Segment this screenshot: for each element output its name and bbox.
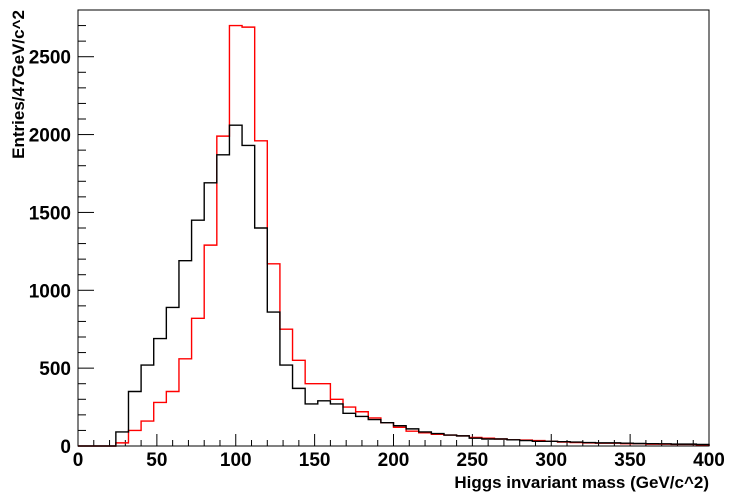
histogram-series-black bbox=[78, 124, 710, 447]
x-tick-label: 0 bbox=[73, 450, 84, 471]
x-axis-title: Higgs invariant mass (GeV/c^2) bbox=[454, 473, 709, 492]
y-major-ticks bbox=[78, 56, 94, 447]
x-tick-label: 350 bbox=[614, 450, 646, 471]
y-tick-label: 2500 bbox=[29, 48, 71, 69]
x-tick-labels: 0 50 100 150 200 250 300 350 400 bbox=[73, 450, 725, 471]
x-tick-label: 150 bbox=[299, 450, 331, 471]
x-tick-label: 300 bbox=[535, 450, 567, 471]
y-axis-title: Entries/47GeV/c^2 bbox=[9, 10, 28, 159]
y-tick-label: 500 bbox=[39, 359, 71, 380]
y-minor-ticks bbox=[78, 9, 86, 431]
plot-frame bbox=[77, 9, 710, 447]
x-tick-label: 200 bbox=[378, 450, 410, 471]
x-tick-label: 250 bbox=[457, 450, 489, 471]
y-tick-label: 1500 bbox=[29, 203, 71, 224]
y-tick-label: 0 bbox=[60, 437, 71, 458]
y-tick-label: 1000 bbox=[29, 281, 71, 302]
y-tick-label: 2000 bbox=[29, 126, 71, 147]
x-tick-label: 400 bbox=[693, 450, 725, 471]
series-layer bbox=[78, 24, 710, 447]
x-tick-label: 100 bbox=[220, 450, 252, 471]
histogram-series-red bbox=[78, 24, 710, 447]
y-tick-labels: 0 500 1000 1500 2000 2500 bbox=[29, 48, 71, 458]
x-tick-label: 50 bbox=[146, 450, 167, 471]
